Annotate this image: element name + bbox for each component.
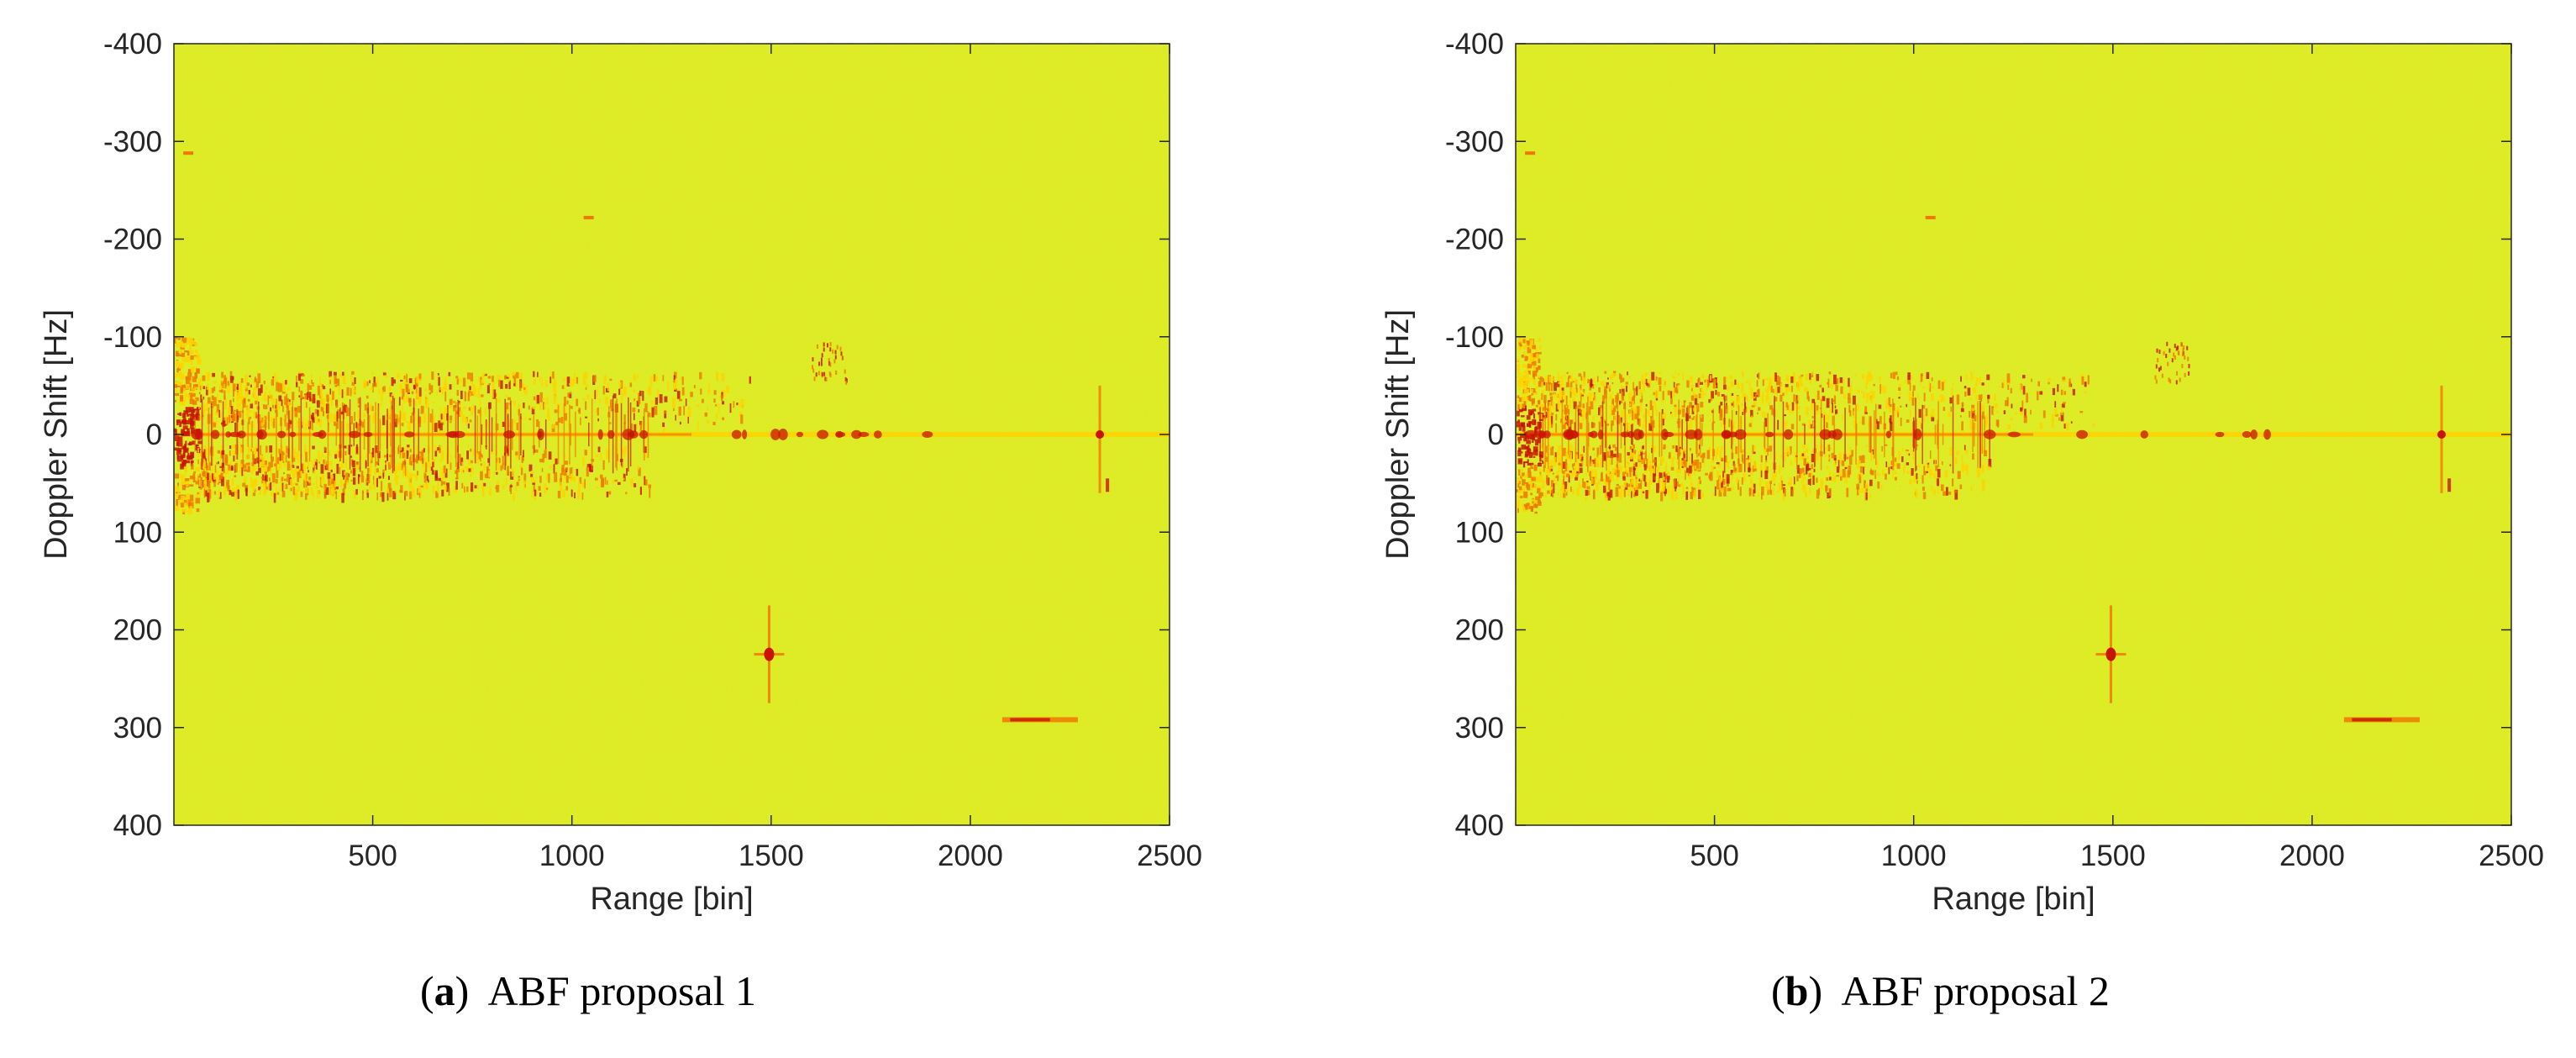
x-tick-label: 1500 <box>739 840 804 872</box>
clutter-layer <box>1516 336 2511 514</box>
y-tick-label: -200 <box>1445 224 1504 256</box>
clutter-layer <box>174 337 1170 515</box>
target-mark <box>1925 215 1936 219</box>
target-mark <box>183 151 194 155</box>
y-tick-label: -300 <box>1445 125 1504 158</box>
heatmap-panel-b: -400 -300 -200 -100 0 100 200 300 400 500 1000 1500… <box>1380 28 2544 917</box>
y-tick-label: 100 <box>1455 516 1504 549</box>
target-mark <box>2095 605 2127 703</box>
heatmap-image <box>174 44 1170 825</box>
y-axis-label: Doppler Shift [Hz] <box>39 309 74 560</box>
x-tick-label: 2500 <box>2479 840 2544 872</box>
x-tick-label: 500 <box>348 840 397 872</box>
y-tick-label: -100 <box>103 321 162 354</box>
y-tick-label: 200 <box>1455 614 1504 647</box>
heatmap-panel-a: -400 -300 -200 -100 0 100 200 300 400 500 1000 1500… <box>39 28 1202 917</box>
target-layer <box>183 151 1110 723</box>
y-tick-label: -300 <box>103 125 162 158</box>
target-mark <box>2343 717 2420 723</box>
y-tick-label: 100 <box>113 516 162 549</box>
x-axis-label: Range [bin] <box>1932 882 2095 917</box>
y-tick-label: -100 <box>1445 321 1504 354</box>
x-tick-label: 1500 <box>2080 840 2146 872</box>
x-tick-label: 2000 <box>938 840 1003 872</box>
heatmap-image <box>1516 44 2511 825</box>
target-mark <box>1525 151 1536 155</box>
target-layer <box>1525 151 2452 723</box>
y-tick-label: -200 <box>103 224 162 256</box>
y-tick-label: 400 <box>1455 809 1504 842</box>
y-tick-label: 400 <box>113 809 162 842</box>
axes: -400 -300 -200 -100 0 100 200 300 400 500 1000 1500… <box>1380 28 2544 917</box>
y-tick-label: 200 <box>113 614 162 647</box>
x-tick-label: 2500 <box>1137 840 1202 872</box>
target-mark <box>2437 385 2452 493</box>
x-tick-label: 1000 <box>539 840 605 872</box>
target-mark <box>754 605 785 703</box>
x-tick-label: 2000 <box>2279 840 2345 872</box>
target-mark <box>1001 717 1078 723</box>
y-tick-label: 0 <box>146 418 162 451</box>
y-tick-label: -400 <box>1445 28 1504 61</box>
axes: -400 -300 -200 -100 0 100 200 300 400 500 1000 1500… <box>39 28 1202 917</box>
x-tick-label: 500 <box>1690 840 1738 872</box>
y-tick-label: 300 <box>1455 712 1504 745</box>
y-tick-label: 300 <box>113 712 162 745</box>
x-axis-label: Range [bin] <box>590 882 753 917</box>
caption-a: (a) ABF proposal 1 <box>420 967 757 1014</box>
caption-b: (b) ABF proposal 2 <box>1771 967 2110 1014</box>
y-axis-label: Doppler Shift [Hz] <box>1380 309 1416 560</box>
target-mark <box>1096 385 1110 493</box>
x-tick-label: 1000 <box>1881 840 1947 872</box>
y-tick-label: -400 <box>103 28 162 61</box>
y-tick-label: 0 <box>1488 418 1504 451</box>
target-mark <box>583 215 594 219</box>
